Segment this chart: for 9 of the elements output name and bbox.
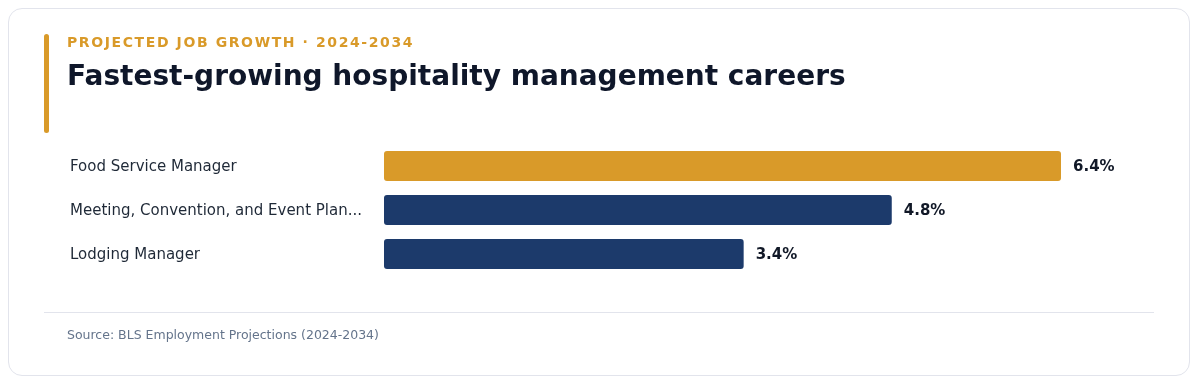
data-label: 6.4% <box>1073 157 1115 175</box>
y-tick-label: Lodging Manager <box>70 245 201 263</box>
text: PROJECTED JOB GROWTH · 2024-2034 <box>67 34 415 50</box>
data-label: 4.8% <box>903 201 946 219</box>
source-note: Source: BLS Employment Projections (2024-2034) <box>67 327 379 342</box>
chart-title: Fastest-growing hospitality management careers <box>67 59 846 92</box>
data-label: 3.4% <box>755 245 798 263</box>
y-tick-label: Food Service Manager <box>70 157 238 175</box>
y-tick-label: Meeting, Convention, and Event Plan... <box>70 201 362 219</box>
